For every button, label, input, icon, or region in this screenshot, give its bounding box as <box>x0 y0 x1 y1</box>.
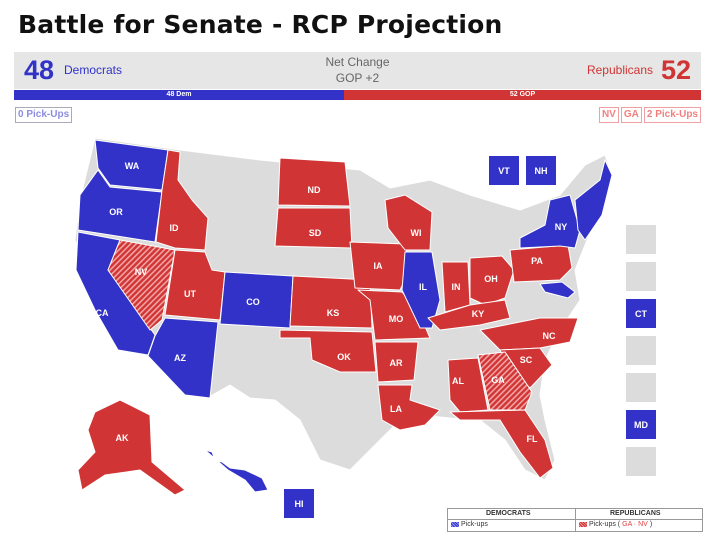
box-empty-1 <box>626 225 656 254</box>
legend-dem-item: Pick-ups <box>451 521 488 528</box>
state-ar[interactable] <box>374 341 419 383</box>
state-ak[interactable] <box>77 399 186 496</box>
state-new-england[interactable] <box>574 159 613 241</box>
label-fl: FL <box>527 434 538 444</box>
label-ky: KY <box>472 309 485 319</box>
box-nh[interactable] <box>526 156 556 185</box>
state-nd[interactable] <box>277 157 351 207</box>
seat-split-bar: 48 Dem 52 GOP <box>14 90 701 100</box>
label-ny: NY <box>555 222 568 232</box>
rep-pickups-count: 2 Pick-Ups <box>643 107 701 123</box>
label-id: ID <box>170 223 180 233</box>
label-ga: GA <box>491 375 505 385</box>
state-wa[interactable] <box>94 139 169 191</box>
label-ak: AK <box>116 433 129 443</box>
state-ky[interactable] <box>427 299 511 331</box>
state-la[interactable] <box>377 384 441 431</box>
label-wi: WI <box>411 228 422 238</box>
dem-pickups-badge: 0 Pick-Ups <box>15 107 73 123</box>
label-nh: NH <box>535 166 548 176</box>
state-il[interactable] <box>401 251 441 329</box>
state-md[interactable] <box>539 281 576 299</box>
label-mo: MO <box>389 314 404 324</box>
state-oh[interactable] <box>469 255 515 306</box>
pickup-badge-nv: NV <box>598 107 619 123</box>
state-ks[interactable] <box>289 275 373 329</box>
state-or[interactable] <box>77 169 163 243</box>
label-la: LA <box>390 404 402 414</box>
rep-seat-count: 52 <box>660 55 691 85</box>
label-vt: VT <box>498 166 510 176</box>
map-legend: DEMOCRATS REPUBLICANS Pick-ups Pick-ups … <box>447 508 703 532</box>
legend-rep-swatch <box>579 522 587 527</box>
pickup-badge-ga: GA <box>620 107 642 123</box>
label-md: MD <box>634 420 648 430</box>
box-ct[interactable] <box>626 299 656 328</box>
label-nv: NV <box>135 267 148 277</box>
state-nv[interactable] <box>107 239 176 331</box>
label-hi: HI <box>295 499 304 509</box>
label-sd: SD <box>309 228 322 238</box>
box-md[interactable] <box>626 410 656 439</box>
box-empty-5 <box>626 447 656 476</box>
rep-label: Republicans <box>586 63 653 77</box>
rep-bar-segment: 52 GOP <box>344 90 701 100</box>
state-ok[interactable] <box>279 329 377 373</box>
label-nd: ND <box>308 185 321 195</box>
label-or: OR <box>109 207 123 217</box>
box-vt[interactable] <box>489 156 519 185</box>
legend-rep-header: REPUBLICANS <box>610 510 661 517</box>
dem-seat-count: 48 <box>24 55 55 85</box>
label-ca: CA <box>96 308 109 318</box>
label-co: CO <box>246 297 260 307</box>
label-ks: KS <box>327 308 340 318</box>
net-change-value: GOP +2 <box>335 71 380 85</box>
label-in: IN <box>452 282 461 292</box>
label-ut: UT <box>184 289 196 299</box>
legend-dem-swatch <box>451 522 459 527</box>
dem-label: Democrats <box>64 63 123 77</box>
label-ia: IA <box>374 261 384 271</box>
label-ct: CT <box>635 309 647 319</box>
rep-pickups-badges: NV GA 2 Pick-Ups <box>598 107 701 123</box>
box-empty-4 <box>626 373 656 402</box>
state-fl[interactable] <box>449 409 554 479</box>
label-nc: NC <box>543 331 556 341</box>
state-az[interactable] <box>147 317 219 399</box>
label-ar: AR <box>390 358 403 368</box>
box-empty-3 <box>626 336 656 365</box>
state-hi[interactable] <box>204 449 269 493</box>
state-co[interactable] <box>219 271 294 329</box>
label-az: AZ <box>174 353 186 363</box>
net-change-label: Net Change <box>325 55 390 69</box>
label-il: IL <box>419 282 428 292</box>
state-mo[interactable] <box>357 289 431 341</box>
state-ga[interactable] <box>477 351 533 411</box>
label-oh: OH <box>484 274 498 284</box>
state-wi[interactable] <box>384 194 433 251</box>
label-al: AL <box>452 376 464 386</box>
page-title: Battle for Senate - RCP Projection <box>18 10 503 39</box>
box-empty-2 <box>626 262 656 291</box>
box-hi[interactable] <box>284 489 314 518</box>
label-wa: WA <box>125 161 140 171</box>
seat-summary-bar: 48 Democrats Net Change GOP +2 Republica… <box>14 52 701 89</box>
legend-dem-header: DEMOCRATS <box>486 510 531 517</box>
legend-rep-item: Pick-ups (GA · NV) <box>579 521 652 528</box>
label-pa: PA <box>531 256 543 266</box>
label-ok: OK <box>337 352 351 362</box>
dem-bar-segment: 48 Dem <box>14 90 344 100</box>
label-sc: SC <box>520 355 533 365</box>
state-id[interactable] <box>155 149 209 251</box>
